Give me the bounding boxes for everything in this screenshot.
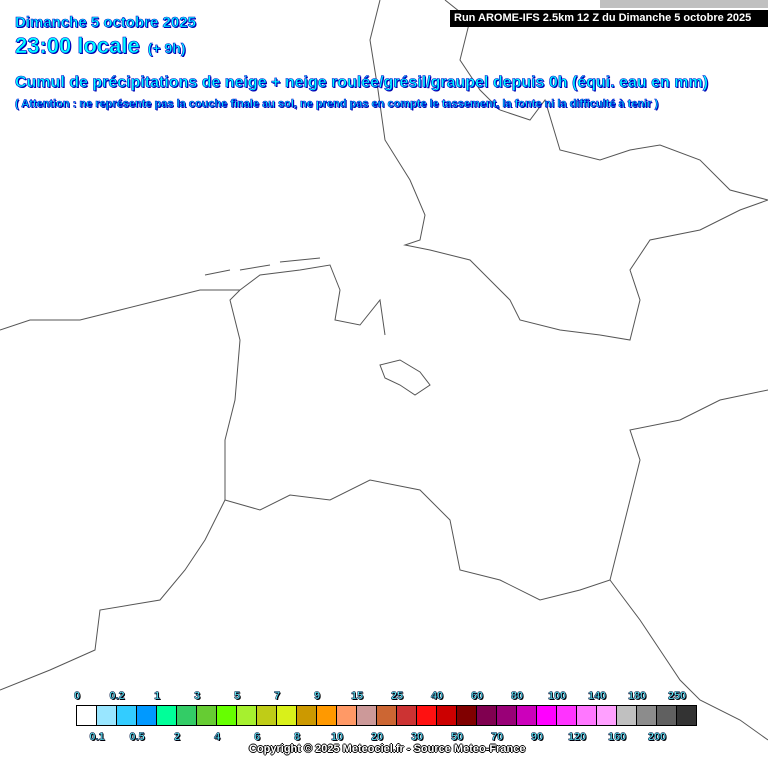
legend-swatch [517,706,537,725]
legend-swatch [497,706,517,725]
date-label: Dimanche 5 octobre 2025 [15,14,197,32]
legend-swatch [657,706,677,725]
legend-swatch [337,706,357,725]
legend-label: 0.1 [89,731,105,744]
legend-swatch [157,706,177,725]
legend-swatch [457,706,477,725]
coastline [369,0,601,336]
border [609,579,768,741]
legend-swatch [217,706,237,725]
legend-label: 100 [547,690,567,703]
legend-swatch [677,706,696,725]
legend-swatch [397,706,417,725]
color-legend [76,705,697,726]
legend-label: 8 [293,731,301,744]
legend-swatch [177,706,197,725]
map-title: Cumul de précipitations de neige + neige… [15,74,709,92]
legend-swatch [417,706,437,725]
legend-swatch [317,706,337,725]
legend-label: 4 [213,731,221,744]
border [224,389,768,601]
border [0,289,240,331]
legend-label: 80 [510,690,524,703]
legend-swatch [537,706,557,725]
legend-swatch [277,706,297,725]
legend-swatch [437,706,457,725]
legend-label: 180 [627,690,647,703]
legend-label: 10 [330,731,344,744]
legend-swatch [237,706,257,725]
legend-swatch [197,706,217,725]
legend-label: 120 [567,731,587,744]
border [599,199,768,341]
legend-label: 40 [430,690,444,703]
legend-label: 70 [490,731,504,744]
legend-label: 250 [667,690,687,703]
island [204,257,321,276]
legend-swatch [477,706,497,725]
time-value: 23:00 locale [15,33,140,59]
legend-label: 7 [273,690,281,703]
run-info: Run AROME-IFS 2.5km 12 Z du Dimanche 5 o… [450,10,768,27]
legend-swatch [257,706,277,725]
legend-label: 2 [173,731,181,744]
legend-label: 20 [370,731,384,744]
legend-label: 90 [530,731,544,744]
legend-swatch [137,706,157,725]
legend-label: 6 [253,731,261,744]
legend-label: 0 [73,690,81,703]
legend-label: 25 [390,690,404,703]
legend-label: 160 [607,731,627,744]
legend-swatch [377,706,397,725]
legend-swatch [597,706,617,725]
legend-label: 1 [153,690,161,703]
offset-label: (+ 9h) [147,40,186,57]
legend-label: 140 [587,690,607,703]
legend-label: 9 [313,690,321,703]
border [0,289,241,691]
legend-swatch [357,706,377,725]
copyright: Copyright © 2025 Meteociel.fr - Source M… [249,743,526,755]
coastline [444,0,768,201]
legend-label: 5 [233,690,241,703]
legend-label: 3 [193,690,201,703]
lake [379,359,431,396]
legend-label: 15 [350,690,364,703]
legend-swatch [617,706,637,725]
legend-label: 200 [647,731,667,744]
time-label: 23:00 locale (+ 9h) [15,33,186,59]
coastline [239,264,386,336]
gray-patch [600,0,768,8]
legend-label: 0.2 [109,690,125,703]
legend-swatch [77,706,97,725]
legend-label: 50 [450,731,464,744]
legend-swatch [117,706,137,725]
legend-swatch [97,706,117,725]
legend-label: 0.5 [129,731,145,744]
legend-swatch [577,706,597,725]
legend-swatch [637,706,657,725]
legend-label: 30 [410,731,424,744]
legend-label: 60 [470,690,484,703]
legend-swatch [557,706,577,725]
warning-note: ( Attention : ne représente pas la couch… [15,98,659,111]
legend-swatch [297,706,317,725]
